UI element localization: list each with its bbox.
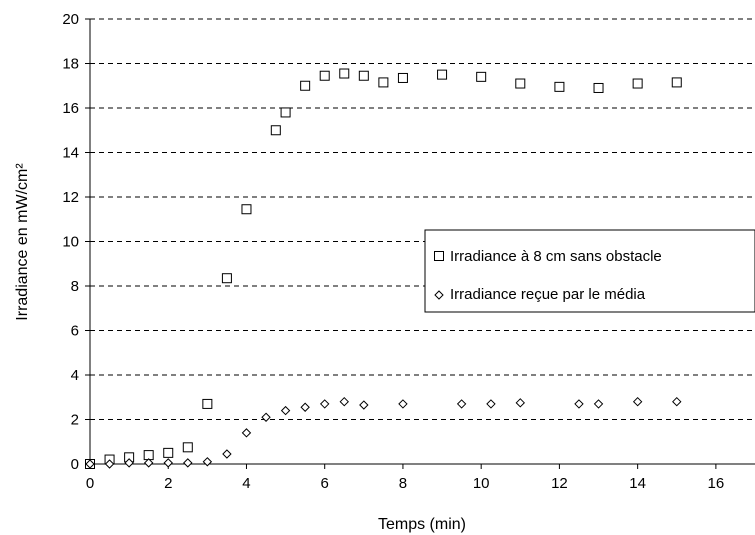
y-tick-labels: 0 2 4 6 8 10 12 14 16 18 20 — [62, 11, 79, 473]
y-tick-label: 18 — [62, 56, 79, 73]
data-point-series-2 — [124, 458, 134, 468]
x-tick-label: 6 — [321, 475, 329, 492]
legend-marker-square-icon — [434, 251, 444, 261]
y-tick-label: 6 — [71, 323, 79, 340]
data-point-series-2 — [261, 412, 271, 422]
x-tick-label: 0 — [86, 475, 94, 492]
x-tick-label: 12 — [551, 475, 568, 492]
data-point-series-1 — [515, 78, 526, 89]
x-tick-label: 14 — [629, 475, 646, 492]
axes — [85, 18, 755, 469]
legend-label-series-2: Irradiance reçue par le média — [450, 286, 646, 303]
data-point-series-1 — [632, 78, 643, 89]
data-point-series-1 — [270, 125, 281, 136]
x-tick-label: 10 — [473, 475, 490, 492]
y-tick-label: 16 — [62, 100, 79, 117]
data-point-series-1 — [300, 80, 311, 91]
data-points — [85, 68, 682, 469]
data-point-series-2 — [222, 449, 232, 459]
data-point-series-1 — [163, 447, 174, 458]
data-point-series-2 — [515, 398, 526, 408]
data-point-series-2 — [85, 459, 95, 469]
data-point-series-1 — [241, 204, 252, 215]
data-point-series-2 — [143, 458, 154, 468]
data-point-series-2 — [339, 396, 349, 407]
data-point-series-1 — [378, 77, 389, 88]
y-tick-label: 0 — [71, 456, 79, 473]
data-point-series-1 — [339, 68, 350, 79]
y-tick-label: 12 — [62, 189, 79, 206]
data-point-series-2 — [163, 458, 173, 468]
data-point-series-1 — [593, 82, 604, 93]
data-point-series-2 — [183, 458, 193, 468]
x-tick-label: 2 — [164, 475, 172, 492]
y-axis-label: Irradiance en mW/cm² — [14, 163, 31, 321]
data-point-series-2 — [300, 402, 310, 412]
legend-square-marker — [434, 251, 444, 261]
data-point-series-2 — [241, 428, 252, 438]
data-point-series-1 — [202, 398, 213, 409]
data-point-series-2 — [456, 399, 467, 409]
data-point-series-1 — [554, 81, 565, 92]
x-axis-label: Temps (min) — [378, 516, 466, 533]
legend-marker-diamond-icon — [434, 290, 444, 300]
data-point-series-2 — [104, 459, 115, 469]
legend-label-series-1: Irradiance à 8 cm sans obstacle — [450, 248, 662, 265]
x-tick-label: 4 — [242, 475, 250, 492]
y-tick-label: 8 — [71, 278, 79, 295]
y-tick-label: 14 — [62, 145, 79, 162]
data-point-series-2 — [574, 399, 584, 409]
data-point-series-2 — [632, 396, 643, 407]
y-tick-label: 2 — [71, 412, 79, 429]
x-tick-labels: 0 2 4 6 8 10 12 14 16 — [86, 475, 724, 492]
gridlines — [90, 18, 755, 420]
legend-box — [424, 229, 755, 313]
data-point-series-1 — [358, 70, 369, 81]
x-tick-label: 8 — [399, 475, 407, 492]
data-point-series-1 — [671, 77, 682, 88]
x-tick-label: 16 — [708, 475, 725, 492]
data-point-series-1 — [319, 70, 330, 81]
data-point-series-1 — [182, 442, 193, 453]
data-point-series-2 — [486, 399, 496, 409]
data-point-series-1 — [280, 107, 291, 118]
data-point-series-1 — [397, 72, 408, 83]
data-point-series-2 — [359, 400, 369, 410]
data-point-series-2 — [319, 399, 330, 409]
data-point-series-2 — [202, 457, 213, 467]
y-tick-label: 20 — [62, 11, 79, 28]
data-point-series-2 — [280, 405, 291, 416]
data-point-series-1 — [221, 273, 232, 284]
y-tick-label: 10 — [62, 234, 79, 251]
legend: Irradiance à 8 cm sans obstacle Irradian… — [424, 229, 755, 313]
legend-diamond-marker — [434, 290, 444, 300]
data-point-series-2 — [672, 396, 682, 407]
data-point-series-1 — [437, 69, 448, 80]
data-point-series-2 — [593, 399, 604, 409]
y-tick-label: 4 — [71, 367, 79, 384]
data-point-series-1 — [476, 71, 487, 82]
data-point-series-2 — [398, 399, 408, 409]
